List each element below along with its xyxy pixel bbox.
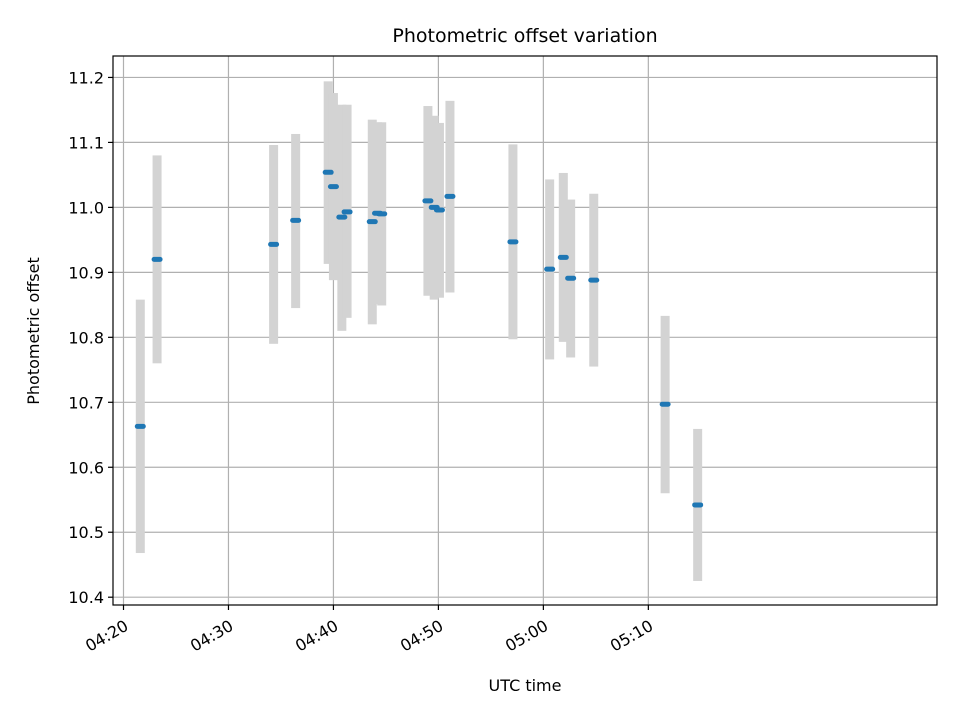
data-point xyxy=(322,169,334,175)
y-tick-label: 11.2 xyxy=(68,68,104,87)
x-tick-label: 05:00 xyxy=(502,616,551,656)
data-point xyxy=(327,184,339,190)
errorbar-layer xyxy=(135,81,703,581)
x-tick-label: 04:40 xyxy=(292,616,341,656)
y-tick-label: 10.9 xyxy=(68,263,104,282)
data-point xyxy=(692,502,704,508)
plot-frame xyxy=(112,55,938,606)
x-tick-label: 04:50 xyxy=(397,616,446,656)
y-tick-label: 10.6 xyxy=(68,458,104,477)
grid-layer xyxy=(113,56,937,605)
data-point xyxy=(588,277,600,283)
x-axis: 04:20 04:30 04:40 04:50 05:00 05:10 xyxy=(82,605,656,656)
data-point xyxy=(507,239,519,245)
data-point xyxy=(433,207,445,213)
data-point xyxy=(376,211,388,217)
data-point xyxy=(565,275,577,281)
y-axis-label: Photometric offset xyxy=(24,257,43,405)
data-point xyxy=(336,214,348,220)
data-point xyxy=(659,401,671,407)
x-axis-label: UTC time xyxy=(489,676,562,695)
x-tick-label: 04:20 xyxy=(82,616,131,656)
data-point xyxy=(444,193,456,199)
y-tick-label: 11.1 xyxy=(68,133,104,152)
y-tick-label: 10.8 xyxy=(68,328,104,347)
y-tick-label: 11.0 xyxy=(68,198,104,217)
data-point xyxy=(366,219,378,225)
y-axis: 10.4 10.5 10.6 10.7 10.8 10.9 11.0 11.1 11.2 xyxy=(68,68,113,607)
x-tick-label: 05:10 xyxy=(607,616,656,656)
data-point xyxy=(422,198,434,204)
y-tick-label: 10.7 xyxy=(68,393,104,412)
data-point xyxy=(557,254,569,260)
chart-title: Photometric offset variation xyxy=(392,25,657,47)
y-tick-label: 10.5 xyxy=(68,523,104,542)
y-tick-label: 10.4 xyxy=(68,588,104,607)
data-point xyxy=(268,241,280,247)
data-point xyxy=(151,256,163,262)
x-tick-label: 04:30 xyxy=(187,616,236,656)
data-point xyxy=(134,423,146,429)
data-point xyxy=(341,209,353,215)
point-layer xyxy=(134,169,704,508)
data-point xyxy=(544,266,556,272)
data-point xyxy=(290,217,302,223)
